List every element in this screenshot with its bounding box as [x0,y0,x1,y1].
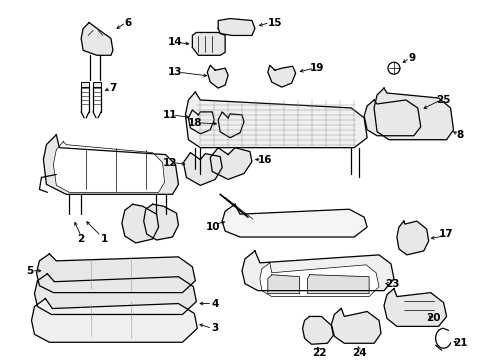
Polygon shape [364,100,420,136]
Text: 1: 1 [100,234,107,244]
Polygon shape [242,251,393,291]
Text: 25: 25 [435,95,450,105]
Polygon shape [259,263,378,297]
Polygon shape [122,204,158,243]
Text: 16: 16 [257,154,271,165]
Text: 18: 18 [188,118,202,128]
Polygon shape [307,275,368,294]
Text: 8: 8 [456,130,463,140]
Polygon shape [183,153,222,185]
Text: 11: 11 [163,110,178,120]
Text: 14: 14 [168,37,183,48]
Polygon shape [383,289,446,327]
Text: 22: 22 [311,348,326,358]
Polygon shape [373,88,452,140]
Text: 24: 24 [351,348,366,358]
Polygon shape [267,275,299,294]
Polygon shape [192,32,224,55]
Polygon shape [396,221,428,255]
Polygon shape [222,204,366,237]
Text: 4: 4 [211,298,219,309]
Polygon shape [218,112,244,138]
Polygon shape [207,65,227,88]
Polygon shape [53,142,164,192]
Text: 21: 21 [452,338,467,348]
Text: 15: 15 [267,18,282,27]
Text: 19: 19 [310,63,324,73]
Polygon shape [210,148,251,179]
Text: 17: 17 [438,229,453,239]
Bar [81,82,89,87]
Text: 7: 7 [109,83,116,93]
Ellipse shape [311,323,323,337]
Polygon shape [302,316,333,344]
Text: 13: 13 [168,67,183,77]
Polygon shape [35,274,196,315]
Text: 3: 3 [211,323,219,333]
Text: 9: 9 [407,53,414,63]
Polygon shape [31,298,197,342]
Polygon shape [267,65,295,87]
Polygon shape [188,110,214,134]
Text: 6: 6 [124,18,131,27]
Text: 10: 10 [205,222,220,232]
Text: 20: 20 [426,314,440,323]
Polygon shape [81,23,113,55]
Text: 23: 23 [384,279,398,289]
Polygon shape [43,135,178,194]
Polygon shape [37,254,195,293]
Bar [93,82,101,87]
Polygon shape [143,204,178,240]
Text: 12: 12 [163,158,178,167]
Polygon shape [218,19,254,35]
Text: 5: 5 [26,266,33,276]
Polygon shape [331,309,380,343]
Text: 2: 2 [78,234,84,244]
Polygon shape [185,92,366,148]
